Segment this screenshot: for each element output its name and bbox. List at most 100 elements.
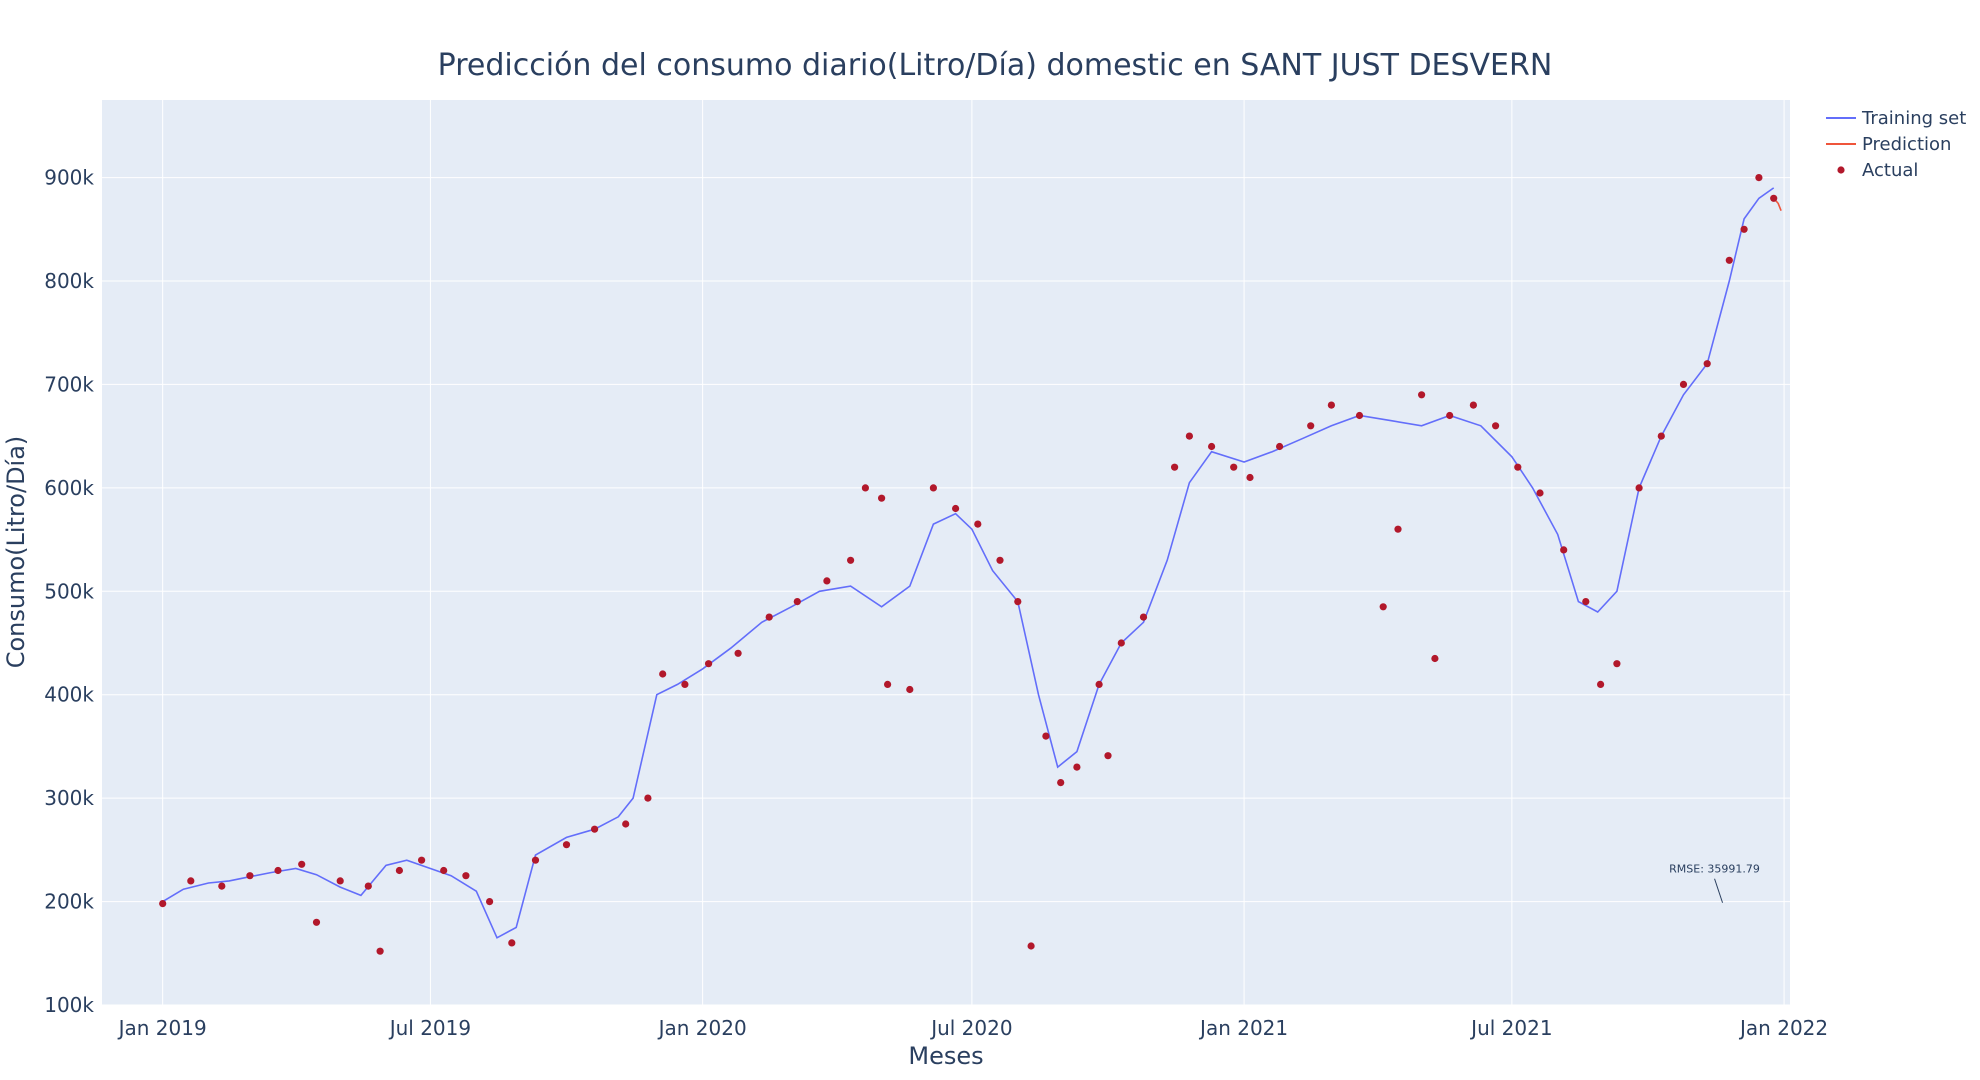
legend-swatch <box>1837 166 1845 174</box>
data-point <box>1703 360 1711 368</box>
data-point <box>591 825 599 833</box>
data-point <box>1117 639 1125 647</box>
series-actual <box>159 174 1778 955</box>
legend-label: Training set <box>1861 108 1966 129</box>
data-point <box>376 947 384 955</box>
data-point <box>705 660 713 668</box>
data-point <box>1042 732 1050 740</box>
y-tick-label: 400k <box>44 683 94 707</box>
legend-label: Actual <box>1862 160 1918 181</box>
data-point <box>906 685 914 694</box>
data-point <box>1104 752 1112 760</box>
data-point <box>878 494 886 502</box>
data-point <box>1635 484 1643 492</box>
data-point <box>929 484 938 492</box>
data-point <box>1613 660 1621 668</box>
legend-item[interactable]: Training set <box>1826 108 1966 129</box>
y-tick-label: 800k <box>44 269 94 293</box>
data-point <box>996 556 1004 564</box>
data-point <box>562 841 571 849</box>
y-tick-label: 100k <box>44 993 94 1017</box>
data-point <box>1095 680 1103 689</box>
data-point <box>644 794 652 802</box>
axis-layer: 100k 200k 300k 400k 500k 600k 700k 800k 900k Jan … <box>44 166 1828 1040</box>
x-tick-label: Jul 2019 <box>388 1016 471 1040</box>
data-point <box>1536 489 1544 497</box>
series-line <box>162 187 1775 939</box>
data-point <box>1514 463 1522 471</box>
data-point <box>847 556 855 564</box>
data-point <box>440 866 448 875</box>
data-point <box>1208 442 1216 451</box>
data-point <box>462 872 470 880</box>
data-point <box>246 872 254 880</box>
grid-layer <box>102 100 1790 1006</box>
data-point <box>1379 603 1387 611</box>
data-point <box>418 856 426 864</box>
data-point <box>1492 422 1500 430</box>
data-point <box>1469 401 1477 409</box>
data-point <box>1597 680 1605 689</box>
legend-item[interactable]: Actual <box>1837 160 1918 181</box>
data-point <box>312 918 321 926</box>
data-point <box>974 520 982 528</box>
legend-label: Prediction <box>1862 134 1951 155</box>
data-point <box>1657 432 1665 440</box>
legend[interactable]: Training set Prediction Actual <box>1826 108 1966 181</box>
annotation-layer: RMSE: 35991.79 <box>1669 863 1760 903</box>
data-point <box>1431 654 1439 663</box>
data-point <box>187 877 195 885</box>
data-point <box>1560 546 1568 554</box>
data-point <box>659 670 667 678</box>
data-point <box>1582 598 1590 606</box>
data-point <box>1027 942 1035 950</box>
annotation-label: RMSE: 35991.79 <box>1669 863 1760 876</box>
data-point <box>1230 463 1238 471</box>
data-point <box>734 649 742 657</box>
x-tick-label: Jul 2021 <box>1469 1016 1552 1040</box>
x-tick-label: Jan 2022 <box>1738 1016 1828 1040</box>
data-point <box>1725 256 1733 264</box>
data-point <box>1446 411 1454 420</box>
data-point <box>1327 401 1335 409</box>
data-point <box>1139 613 1148 621</box>
data-point <box>622 820 630 828</box>
data-point <box>861 484 870 492</box>
data-point <box>298 860 306 868</box>
y-tick-label: 200k <box>44 890 94 914</box>
data-point <box>486 898 494 906</box>
data-point <box>336 877 344 885</box>
data-point <box>1014 598 1022 606</box>
data-point <box>793 598 801 606</box>
data-point <box>1073 763 1081 771</box>
data-point <box>765 613 773 621</box>
y-axis-title: Consumo(Litro/Día) <box>2 436 30 669</box>
data-point <box>823 577 831 585</box>
y-tick-label: 900k <box>44 166 94 190</box>
y-tick-label: 600k <box>44 476 94 500</box>
data-point <box>681 680 689 689</box>
x-tick-label: Jan 2020 <box>657 1016 747 1040</box>
data-point <box>1679 380 1688 388</box>
y-tick-label: 500k <box>44 579 94 603</box>
data-point <box>1276 442 1284 451</box>
x-tick-label: Jan 2021 <box>1198 1016 1288 1040</box>
x-tick-label: Jan 2019 <box>117 1016 207 1040</box>
y-tick-label: 700k <box>44 372 94 396</box>
data-point <box>1394 525 1402 533</box>
y-tick-label: 300k <box>44 786 94 810</box>
data-point <box>531 856 540 864</box>
data-point <box>1770 194 1778 202</box>
data-point <box>159 900 167 908</box>
data-point <box>1185 432 1193 440</box>
annotation-arrow <box>1714 878 1724 903</box>
data-point <box>1740 225 1748 233</box>
series-layer <box>159 174 1782 955</box>
legend-item[interactable]: Prediction <box>1826 134 1951 155</box>
data-point <box>884 680 892 689</box>
data-point <box>1418 391 1426 399</box>
data-point <box>1246 473 1254 482</box>
data-point <box>274 866 282 875</box>
data-point <box>1307 422 1315 430</box>
